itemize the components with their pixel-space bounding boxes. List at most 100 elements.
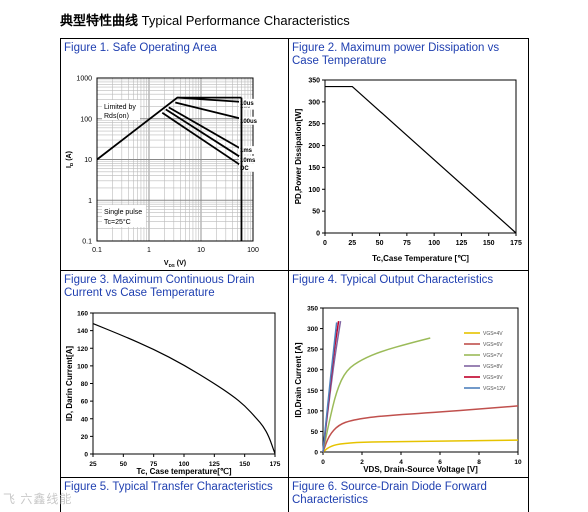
fig2-y-tick-label: 250	[308, 121, 320, 128]
fig1-series-line	[175, 101, 242, 120]
fig4-y-tick-label: 300	[307, 326, 318, 333]
fig1-series-label: 1ms	[240, 148, 253, 154]
fig1-annotation-bg	[102, 205, 146, 227]
table-border-top	[60, 38, 529, 39]
fig2-y-tick-label: 0	[316, 231, 320, 238]
fig4-legend-entry: VGS=6V	[483, 342, 503, 348]
fig2-x-tick-label: 75	[403, 240, 411, 247]
watermark: 飞 六鑫线能	[3, 492, 73, 506]
fig4-y-tick-label: 150	[307, 388, 318, 395]
fig2-y-tick-label: 100	[308, 187, 320, 194]
fig4-series-line	[322, 405, 519, 453]
fig3-x-tick-label: 25	[89, 461, 97, 468]
fig4-x-tick-label: 8	[477, 459, 481, 466]
page-title-cn: 典型特性曲线	[60, 13, 139, 28]
table-border-right	[528, 38, 529, 512]
fig2-y-tick-label: 50	[312, 209, 320, 216]
fig3-x-tick-label: 150	[239, 461, 250, 468]
fig2-x-tick-label: 125	[456, 240, 468, 247]
fig1-y-tick-label: 10	[84, 157, 92, 164]
fig3-series-line	[92, 323, 276, 455]
fig3-x-tick-label: 75	[150, 461, 158, 468]
fig4-x-axis-label: VDS, Drain-Source Voltage [V]	[363, 465, 478, 474]
fig4-y-axis-label: ID,Drain Current [A]	[294, 342, 303, 417]
fig2-x-tick-label: 0	[323, 240, 327, 247]
fig4-legend-entry: VGS=8V	[483, 364, 503, 370]
fig1-series-line	[168, 106, 242, 150]
fig1-annotation: Limited by	[104, 104, 136, 111]
fig5-title: Figure 5. Typical Transfer Characteristi…	[64, 481, 273, 493]
fig4-x-tick-label: 6	[438, 459, 442, 466]
fig1-x-tick-label: 0.1	[92, 247, 102, 254]
table-row-divider-1	[60, 270, 529, 271]
fig3-y-tick-label: 100	[77, 363, 88, 370]
fig3-y-axis-label: ID, Darin Current[A]	[65, 346, 74, 421]
page-title-en: Typical Performance Characteristics	[141, 13, 350, 28]
fig3-x-tick-label: 100	[179, 461, 190, 468]
fig3-y-tick-label: 80	[81, 381, 89, 388]
fig1-x-tick-label: 1	[147, 247, 151, 254]
fig4-y-tick-label: 0	[314, 450, 318, 457]
fig1-y-tick-label: 1	[88, 198, 92, 205]
fig2-x-tick-label: 175	[510, 240, 522, 247]
fig2-y-tick-label: 350	[308, 78, 320, 85]
fig3-x-tick-label: 125	[209, 461, 220, 468]
fig4-y-tick-label: 200	[307, 367, 318, 374]
fig4-y-tick-label: 50	[311, 429, 319, 436]
fig1-series-line	[165, 108, 242, 159]
fig4-legend-entry: VGS=4V	[483, 331, 503, 337]
fig4-series-line	[322, 439, 519, 453]
fig3-x-tick-label: 50	[120, 461, 128, 468]
fig4-y-tick-label: 100	[307, 408, 318, 415]
fig3-x-axis-label: Tc, Case temperature[℃]	[136, 467, 231, 476]
fig1-series-label: 10us	[240, 101, 254, 107]
fig1-y-tick-label: 100	[80, 116, 92, 123]
fig4-x-tick-label: 4	[399, 459, 403, 466]
fig4-legend-entry: VGS=7V	[483, 353, 503, 359]
fig3-x-tick-label: 175	[270, 461, 281, 468]
fig2-title: Figure 2. Maximum power Dissipation vs C…	[292, 42, 500, 67]
fig1-y-axis-label: ID (A)	[66, 151, 74, 168]
fig1-series-label-bg	[239, 163, 261, 172]
fig4-x-tick-label: 0	[321, 459, 325, 466]
fig1-series-label-bg	[239, 116, 261, 125]
fig2-frame	[324, 79, 517, 234]
fig1-title: Figure 1. Safe Operating Area	[64, 42, 217, 54]
fig4-y-tick-label: 350	[307, 306, 318, 313]
fig4-series-line	[322, 337, 431, 453]
fig1-annotation: Single pulse	[104, 209, 142, 216]
fig1-annotation: Tc=25°C	[104, 218, 131, 226]
table-border-left	[60, 38, 61, 512]
fig2-y-axis-label: PD,Power Dissipation[W]	[294, 108, 303, 204]
fig2-series-line	[325, 85, 517, 234]
table-row-divider-2	[60, 477, 529, 478]
fig3-y-tick-label: 0	[84, 452, 88, 459]
fig1-series-label: DC	[240, 166, 249, 172]
fig1-annotation: Rds(on)	[104, 113, 129, 120]
fig3-chart: 25 50 75 100 125 150 175 0 20 40 60 80 100 120 140 160 T…	[65, 311, 281, 477]
fig2-y-tick-label: 300	[308, 99, 320, 106]
page-title: 典型特性曲线 Typical Performance Characteristi…	[60, 10, 350, 29]
fig4-y-tick-label: 250	[307, 347, 318, 354]
fig3-y-tick-label: 40	[81, 416, 89, 423]
fig1-annotation-bg	[102, 100, 140, 120]
fig4-x-tick-label: 2	[360, 459, 364, 466]
fig1-series-line	[177, 96, 242, 103]
fig1-series-label: 100us	[240, 119, 258, 125]
fig2-x-tick-label: 100	[428, 240, 440, 247]
fig2-x-tick-label: 50	[376, 240, 384, 247]
fig6-title: Figure 6. Source-Drain Diode Forward Cha…	[292, 481, 487, 506]
fig3-y-tick-label: 140	[77, 328, 88, 335]
fig2-chart: 0 25 50 75 100 125 150 175 0 50 100 150 200 250 300 350…	[294, 78, 522, 264]
fig3-title: Figure 3. Maximum Continuous Drain Curre…	[64, 274, 255, 299]
fig4-title: Figure 4. Typical Output Characteristics	[292, 274, 494, 286]
fig1-series-label-bg	[239, 146, 261, 155]
fig2-y-tick-label: 150	[308, 165, 320, 172]
fig4-x-tick-label: 10	[514, 459, 522, 466]
fig1-y-tick-label: 1000	[76, 76, 92, 83]
fig2-x-tick-label: 25	[348, 240, 356, 247]
fig2-y-tick-label: 200	[308, 143, 320, 150]
fig4-series-line	[322, 322, 338, 453]
